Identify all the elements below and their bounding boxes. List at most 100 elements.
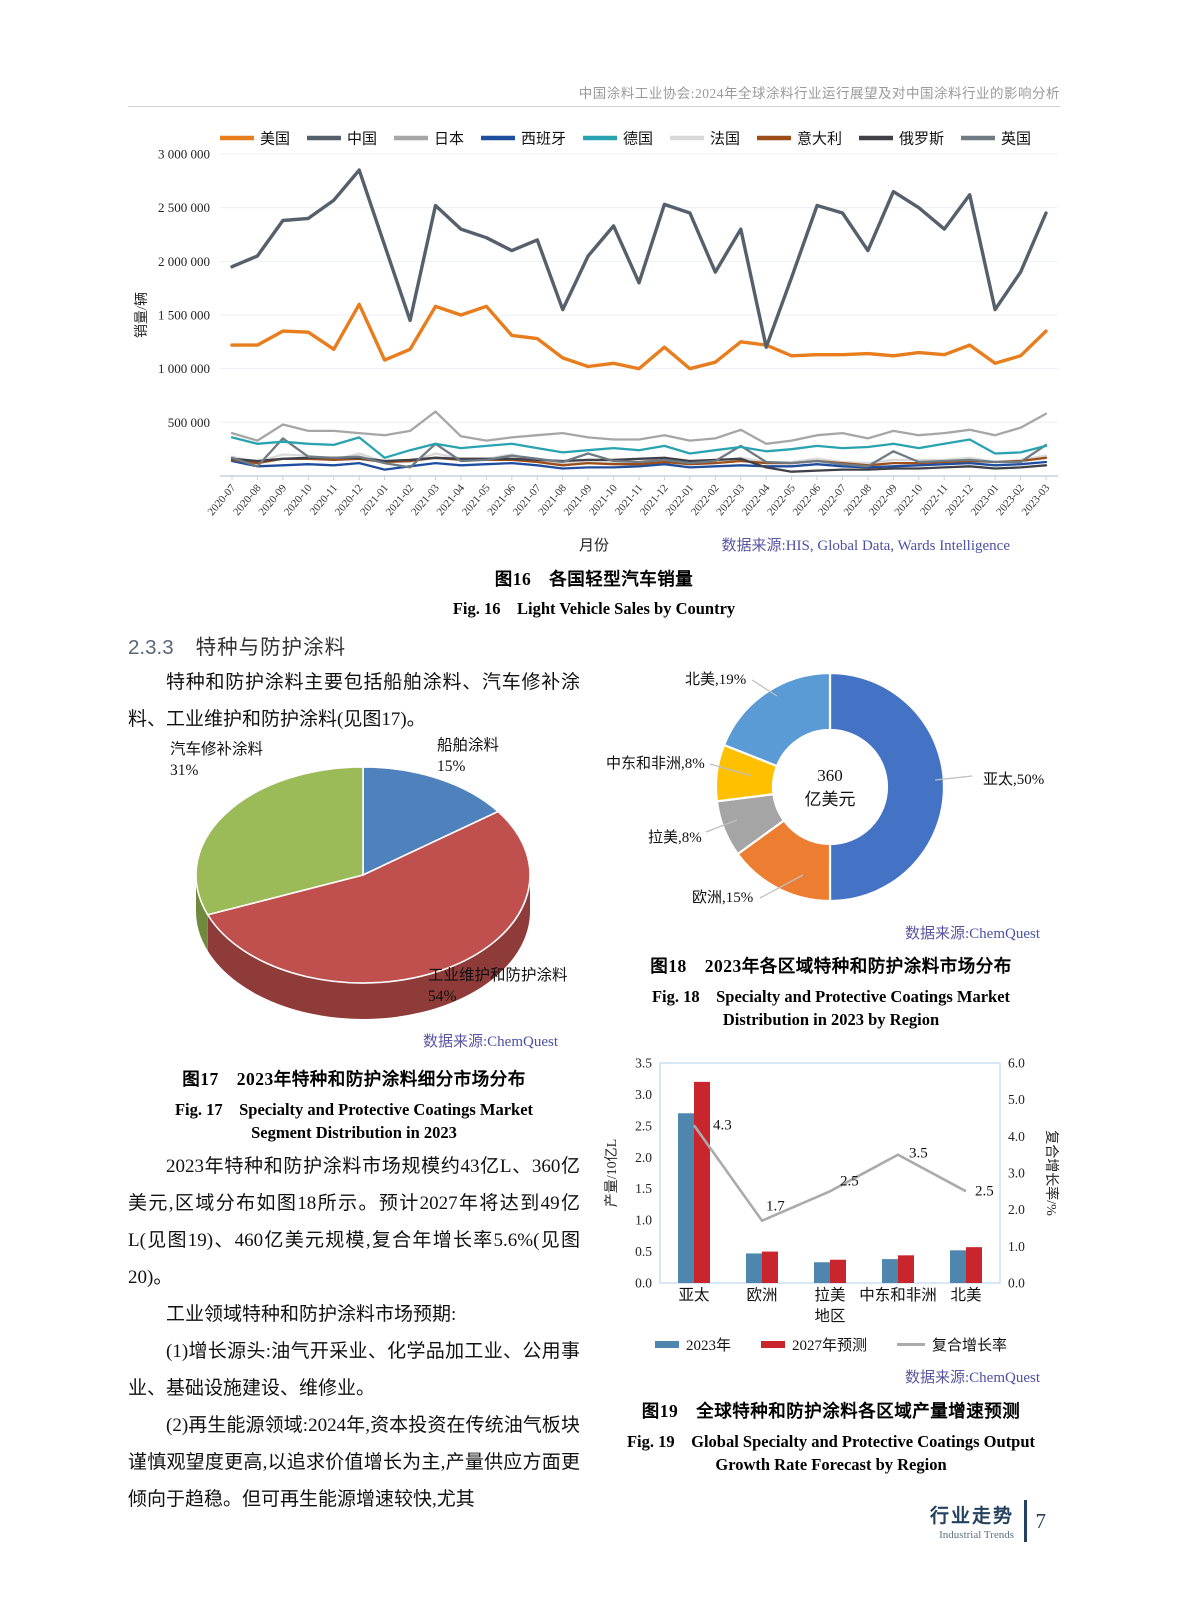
fig17-pie-chart: 船舶涂料 15% 工业维护和防护涂料 54% 汽车修补涂料 31% xyxy=(128,735,583,1035)
donut-label-欧洲: 欧洲,15% xyxy=(692,890,754,906)
bar-2023年-拉美 xyxy=(814,1262,830,1283)
legend-label: 英国 xyxy=(1001,130,1031,148)
line-data-label: 1.7 xyxy=(766,1199,785,1215)
fig16-axis-row: 月份 数据来源:HIS, Global Data, Wards Intellig… xyxy=(128,534,1060,556)
category-label: 亚太 xyxy=(678,1286,710,1304)
donut-label-亚太: 亚太,50% xyxy=(983,772,1045,788)
fig19-caption-en2: Growth Rate Forecast by Region xyxy=(715,1455,947,1474)
fig16-x-axis-title: 月份 xyxy=(578,538,609,554)
line-series-复合增长率 xyxy=(692,1124,967,1223)
legend-swatch-2027 xyxy=(760,1341,785,1348)
category-label: 拉美 xyxy=(814,1286,845,1304)
legend-label: 俄罗斯 xyxy=(899,131,944,148)
y-axis-title: 销量/辆 xyxy=(134,292,150,338)
y-tick-label: 2 000 000 xyxy=(158,254,210,269)
left-tick-label: 0.0 xyxy=(635,1276,652,1291)
donut-label-北美: 北美,19% xyxy=(685,672,747,688)
source-value: ChemQuest xyxy=(969,1370,1040,1386)
pie-slice-工业维护和防护涂料 xyxy=(206,810,531,984)
fig19-svg: 0.0 0.5 1.0 1.5 2.0 2.5 3.0 3.5 0.0 1.0 2.0 3.0 4.0 5… xyxy=(604,1056,1060,1326)
paragraph: (2)再生能源领域:2024年,资本投资在传统油气板块谨慎观望度更高,以追求价值… xyxy=(128,1415,580,1510)
fig16-caption-cn: 图16 各国轻型汽车销量 xyxy=(494,569,694,589)
fig19-caption-cn: 图19 全球特种和防护涂料各区域产量增速预测 xyxy=(641,1401,1021,1421)
left-tick-label: 2.0 xyxy=(635,1150,652,1165)
footer-title-en: Industrial Trends xyxy=(939,1529,1015,1541)
page-footer: 行业走势 Industrial Trends 7 xyxy=(930,1500,1046,1542)
bar-2023年-中东和非洲 xyxy=(882,1259,898,1283)
category-label: 中东和非洲 xyxy=(859,1286,937,1304)
pie-label-工业维护和防护涂料: 工业维护和防护涂料 54% xyxy=(428,967,568,1005)
fig17-svg xyxy=(195,766,531,1019)
source-value: ChemQuest xyxy=(969,926,1040,942)
y-tick-label: 2 500 000 xyxy=(158,200,210,215)
left-tick-label: 0.5 xyxy=(635,1244,652,1259)
footer-title-cn: 行业走势 xyxy=(930,1506,1015,1527)
body-text-block-2: 2023年特种和防护涂料市场规模约43亿L、360亿美元,区域分布如图18所示。… xyxy=(128,1148,580,1518)
line-data-label: 3.5 xyxy=(909,1146,928,1162)
bar-2027年预测-北美 xyxy=(966,1247,982,1283)
right-tick-label: 3.0 xyxy=(1008,1166,1025,1181)
legend-label: 意大利 xyxy=(797,130,842,148)
bar-2023年-欧洲 xyxy=(746,1253,762,1283)
x-axis-title: 地区 xyxy=(814,1307,845,1325)
left-tick-label: 1.0 xyxy=(635,1213,652,1228)
series-line-日本 xyxy=(230,410,1048,445)
line-data-label: 2.5 xyxy=(840,1173,859,1189)
source-label: 数据来源: xyxy=(905,926,970,942)
fig17-caption-en1: Fig. 17 Specialty and Protective Coating… xyxy=(174,1100,534,1119)
paragraph: 特种和防护涂料主要包括船舶涂料、汽车修补涂料、工业维护和防护涂料(见图17)。 xyxy=(128,672,580,730)
right-tick-label: 6.0 xyxy=(1008,1056,1025,1071)
donut-label-拉美: 拉美,8% xyxy=(648,830,702,846)
legend-item-2027: 2027年预测 xyxy=(760,1334,867,1355)
pie-label-汽车修补涂料: 汽车修补涂料 31% xyxy=(170,741,264,779)
source-label: 数据来源: xyxy=(905,1370,970,1386)
fig19-legend: 2023年 2027年预测 复合增长率 xyxy=(600,1334,1062,1355)
left-tick-label: 1.5 xyxy=(635,1181,652,1196)
header-rule xyxy=(128,106,1060,107)
donut-center-unit: 亿美元 xyxy=(805,790,856,809)
right-axis-title: 复合增长率/% xyxy=(1043,1130,1060,1216)
legend-label: 法国 xyxy=(710,131,740,148)
legend-label: 复合增长率 xyxy=(932,1338,1008,1354)
page-header-text: 中国涂料工业协会:2024年全球涂料行业运行展望及对中国涂料行业的影响分析 xyxy=(578,86,1060,101)
footer-divider xyxy=(1024,1500,1027,1542)
right-tick-label: 5.0 xyxy=(1008,1092,1025,1107)
fig19-combo-chart: 0.0 0.5 1.0 1.5 2.0 2.5 3.0 3.5 0.0 1.0 2.0 3.0 4.0 5… xyxy=(600,1040,1062,1328)
fig19-caption-en1: Fig. 19 Global Specialty and Protective … xyxy=(626,1432,1036,1451)
pie-slice-汽车修补涂料 xyxy=(195,766,364,916)
fig18-svg: 360 亿美元 xyxy=(705,671,973,903)
left-tick-label: 3.0 xyxy=(635,1087,652,1102)
y-tick-label: 3 000 000 xyxy=(158,147,210,162)
line-data-label: 4.3 xyxy=(713,1117,732,1133)
fig16-caption-en: Fig. 16 Light Vehicle Sales by Country xyxy=(452,599,736,618)
legend-item-2023: 2023年 xyxy=(654,1334,731,1355)
pie-side-工业维护和防护涂料 xyxy=(207,875,530,1019)
fig17-caption-en2: Segment Distribution in 2023 xyxy=(251,1123,457,1142)
right-tick-label: 4.0 xyxy=(1008,1129,1025,1144)
legend-label: 美国 xyxy=(260,131,290,148)
donut-leader-line xyxy=(759,874,804,899)
donut-leader-line xyxy=(705,819,738,833)
right-tick-label: 0.0 xyxy=(1008,1276,1025,1291)
legend-label: 中国 xyxy=(347,131,377,148)
pie-side-汽车修补涂料 xyxy=(196,875,208,951)
y-tick-label: 500 000 xyxy=(168,415,210,430)
line-data-label: 2.5 xyxy=(975,1183,994,1199)
series-line-美国 xyxy=(230,302,1048,371)
fig18-caption-en2: Distribution in 2023 by Region xyxy=(722,1010,940,1029)
left-tick-label: 3.5 xyxy=(635,1056,652,1071)
donut-leader-line xyxy=(751,679,778,697)
category-label: 北美 xyxy=(950,1286,981,1304)
donut-slice-北美 xyxy=(722,671,832,768)
legend-item-cagr: 复合增长率 xyxy=(897,1334,1007,1355)
y-tick-label: 1 500 000 xyxy=(158,308,210,323)
body-text-block-1: 特种和防护涂料主要包括船舶涂料、汽车修补涂料、工业维护和防护涂料(见图17)。 xyxy=(128,664,580,738)
source-value: HIS, Global Data, Wards Intelligence xyxy=(785,538,1010,554)
y-tick-label: 1 000 000 xyxy=(158,361,210,376)
bar-2023年-亚太 xyxy=(678,1113,694,1283)
left-axis-title: 产量/10亿L xyxy=(604,1139,620,1207)
bar-2023年-北美 xyxy=(950,1250,966,1283)
fig16-line-chart: 500 000 1 000 000 1 500 000 2 000 000 2 500 … xyxy=(120,118,1065,530)
pie-slice-船舶涂料 xyxy=(362,766,500,877)
legend-swatch-2023 xyxy=(654,1341,679,1348)
